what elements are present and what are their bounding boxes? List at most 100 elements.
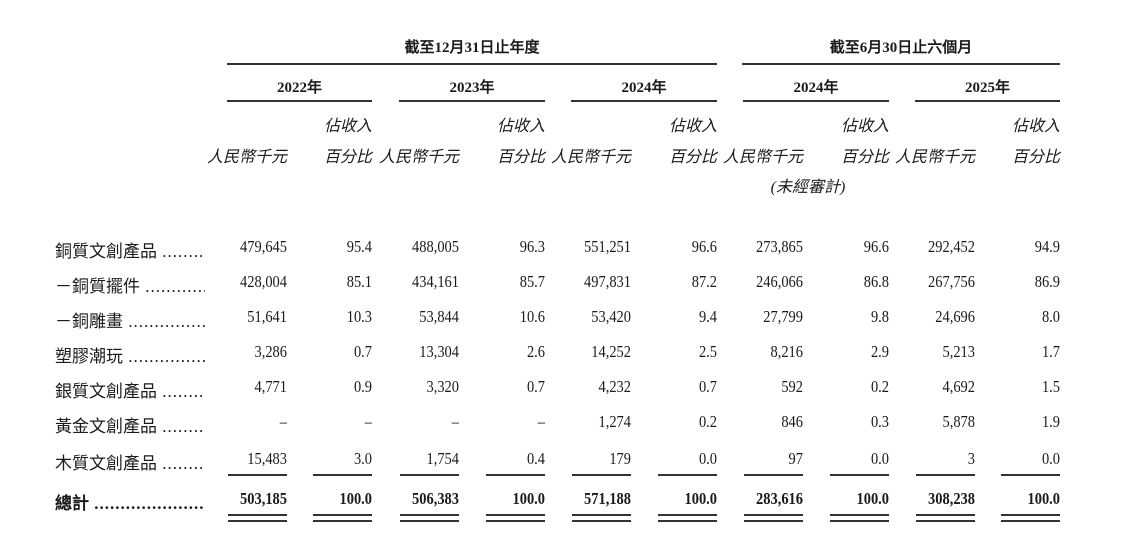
amount-cell: 551,251 — [584, 237, 631, 256]
amount-cell: 4,692 — [942, 377, 975, 396]
year-rule — [915, 100, 1060, 102]
percent-cell: 86.9 — [1034, 272, 1060, 291]
total-percent-cell: 100.0 — [856, 489, 889, 508]
pct-header-line1: 佔收入 — [668, 118, 717, 135]
year-rule — [743, 100, 889, 102]
percent-cell: 95.4 — [346, 237, 372, 256]
amount-cell: 24,696 — [935, 307, 975, 326]
year-rule — [399, 100, 545, 102]
total-percent-cell: 100.0 — [1027, 489, 1060, 508]
amount-cell: 497,831 — [584, 272, 631, 291]
double-rule-bottom — [830, 520, 889, 522]
amount-cell: 434,161 — [412, 272, 459, 291]
amount-cell: 273,865 — [756, 237, 803, 256]
subtotal-rule — [830, 474, 889, 476]
percent-cell: 9.8 — [870, 307, 889, 326]
total-amount-cell: 503,185 — [240, 489, 287, 508]
pct-header-line2: 百分比 — [323, 149, 372, 166]
total-amount-cell: 506,383 — [412, 489, 459, 508]
percent-cell: 96.6 — [691, 237, 717, 256]
double-rule-bottom — [658, 520, 717, 522]
percent-cell: 0.3 — [870, 412, 889, 431]
double-rule-bottom — [744, 520, 803, 522]
amount-cell: 53,420 — [591, 307, 631, 326]
percent-cell: 96.3 — [519, 237, 545, 256]
subtotal-rule — [228, 474, 287, 476]
percent-cell: 85.1 — [346, 272, 372, 291]
group-rule-interim — [742, 63, 1060, 65]
subtotal-rule — [744, 474, 803, 476]
amount-cell: 13,304 — [419, 342, 459, 361]
double-rule-top — [830, 514, 889, 516]
amount-cell: 846 — [781, 412, 803, 431]
year-rule — [571, 100, 717, 102]
subtotal-rule — [486, 474, 545, 476]
percent-cell: 10.3 — [346, 307, 372, 326]
amount-cell: 27,799 — [763, 307, 803, 326]
percent-cell: 87.2 — [691, 272, 717, 291]
year-header: 2022年 — [276, 80, 322, 96]
amount-cell: – — [451, 412, 459, 431]
percent-cell: 94.9 — [1034, 237, 1060, 256]
percent-cell: 1.9 — [1041, 412, 1060, 431]
percent-cell: 0.7 — [353, 342, 372, 361]
row-label: 木質文創產品 — [55, 449, 205, 474]
amount-cell: 97 — [788, 449, 803, 468]
percent-cell: 0.0 — [870, 449, 889, 468]
double-rule-top — [313, 514, 372, 516]
row-label: －銅雕畫 — [55, 307, 205, 332]
double-rule-top — [1001, 514, 1060, 516]
percent-cell: 0.0 — [698, 449, 717, 468]
percent-cell: 9.4 — [698, 307, 717, 326]
total-label: 總計 — [55, 489, 205, 514]
amount-cell: 267,756 — [928, 272, 975, 291]
subtotal-rule — [572, 474, 631, 476]
amount-cell: 53,844 — [419, 307, 459, 326]
row-label: －銅質擺件 — [55, 272, 205, 297]
percent-cell: 2.6 — [526, 342, 545, 361]
amount-cell: 1,274 — [598, 412, 631, 431]
year-header: 2024年 — [621, 80, 667, 96]
subtotal-rule — [313, 474, 372, 476]
percent-cell: 2.9 — [870, 342, 889, 361]
pct-header-line1: 佔收入 — [323, 118, 372, 135]
percent-cell: 0.4 — [526, 449, 545, 468]
subtotal-rule — [400, 474, 459, 476]
pct-header-line1: 佔收入 — [840, 118, 889, 135]
percent-cell: 8.0 — [1041, 307, 1060, 326]
double-rule-bottom — [572, 520, 631, 522]
amount-cell: 3 — [967, 449, 975, 468]
percent-cell: – — [364, 412, 372, 431]
percent-cell: 1.7 — [1041, 342, 1060, 361]
percent-cell: 96.6 — [863, 237, 889, 256]
amount-cell: 3,320 — [426, 377, 459, 396]
amount-cell: 592 — [781, 377, 803, 396]
unaudited-note: (未經審計) — [770, 179, 846, 196]
group-header-interim: 截至6月30日止六個月 — [829, 40, 973, 56]
percent-cell: 86.8 — [863, 272, 889, 291]
pct-header-line1: 佔收入 — [1011, 118, 1060, 135]
percent-cell: 2.5 — [698, 342, 717, 361]
amount-cell: 488,005 — [412, 237, 459, 256]
amount-cell: 246,066 — [756, 272, 803, 291]
amount-cell: 8,216 — [770, 342, 803, 361]
total-percent-cell: 100.0 — [339, 489, 372, 508]
percent-cell: 0.7 — [698, 377, 717, 396]
total-percent-cell: 100.0 — [512, 489, 545, 508]
total-percent-cell: 100.0 — [684, 489, 717, 508]
amount-cell: 428,004 — [240, 272, 287, 291]
double-rule-top — [228, 514, 287, 516]
row-label: 銅質文創產品 — [55, 237, 205, 262]
percent-cell: – — [537, 412, 545, 431]
double-rule-bottom — [400, 520, 459, 522]
percent-cell: 0.2 — [698, 412, 717, 431]
percent-cell: 1.5 — [1041, 377, 1060, 396]
amount-header: 人民幣千元 — [378, 149, 459, 166]
amount-cell: 292,452 — [928, 237, 975, 256]
total-amount-cell: 283,616 — [756, 489, 803, 508]
double-rule-top — [916, 514, 975, 516]
double-rule-bottom — [486, 520, 545, 522]
double-rule-top — [572, 514, 631, 516]
subtotal-rule — [658, 474, 717, 476]
amount-header: 人民幣千元 — [206, 149, 287, 166]
